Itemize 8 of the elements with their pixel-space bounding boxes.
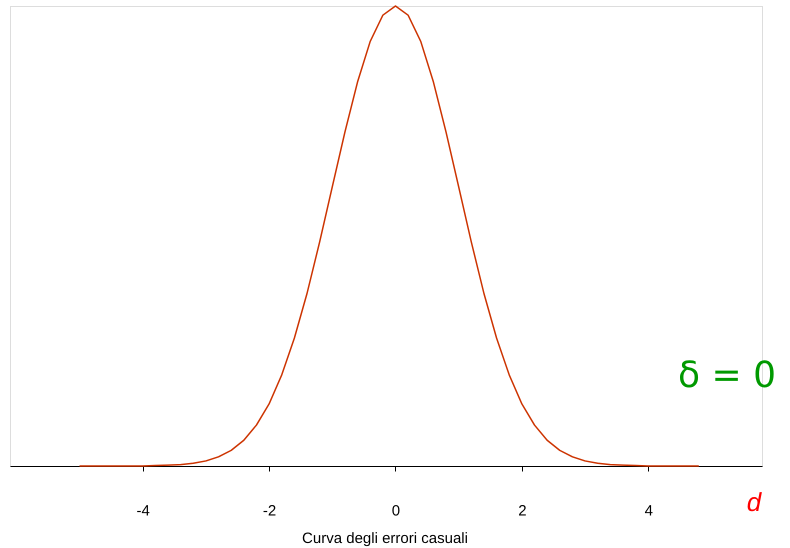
x-tick-label: -4 [136, 502, 150, 520]
x-tick-label: 0 [392, 502, 400, 520]
x-tick-label: -2 [262, 502, 276, 520]
text: Curva degli errori casuali [302, 530, 468, 547]
x-tick-label: 2 [518, 502, 527, 520]
x-axis-title: d [746, 487, 763, 517]
annotation: δ = 0 [678, 355, 776, 396]
x-tick-label: 4 [644, 502, 653, 520]
